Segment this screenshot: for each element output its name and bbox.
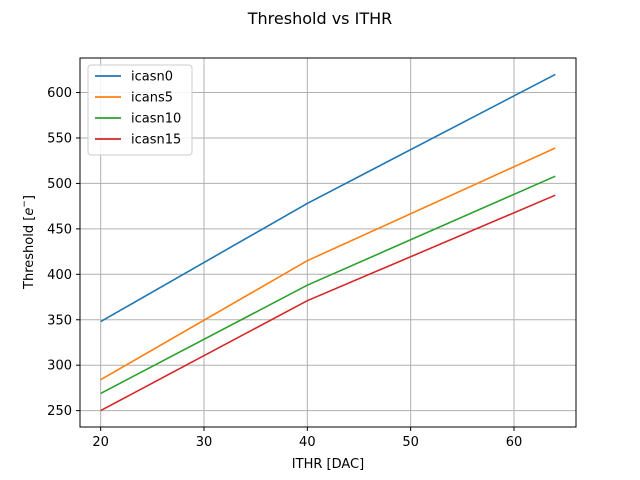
y-tick-label: 500 (47, 177, 72, 192)
legend-label-icasn10: icasn10 (131, 112, 181, 127)
y-axis-label: Threshold [e−] (20, 195, 37, 290)
legend-label-icasn15: icasn15 (131, 133, 181, 148)
series-lines (100, 73, 556, 412)
series-line-icasn15 (100, 194, 556, 412)
x-tick-label: 50 (402, 435, 419, 450)
y-tick-label: 600 (47, 86, 72, 101)
chart-title: Threshold vs ITHR (247, 9, 392, 28)
legend-label-icans5: icans5 (131, 91, 173, 106)
x-axis-label: ITHR [DAC] (292, 457, 364, 472)
series-line-icans5 (100, 147, 556, 381)
series-line-icasn10 (100, 175, 556, 395)
x-tick-label: 40 (299, 435, 316, 450)
legend: icasn0 icans5 icasn10 icasn15 (87, 64, 193, 156)
x-tick-label: 60 (506, 435, 523, 450)
y-axis-label-sup: − (20, 200, 30, 208)
y-axis-label-close: ] (22, 195, 37, 200)
y-tick-label: 350 (47, 313, 72, 328)
y-axis-label-main: Threshold [ (22, 216, 37, 290)
y-axis-label-unit: e (22, 208, 37, 216)
y-tick-label: 400 (47, 268, 72, 283)
axis-ticks: 20 30 40 50 60 250 300 350 400 450 500 550 600 (47, 86, 522, 450)
x-tick-label: 20 (92, 435, 109, 450)
x-tick-label: 30 (196, 435, 213, 450)
plot-area (79, 57, 577, 428)
y-tick-label: 450 (47, 222, 72, 237)
series-line-icasn0 (100, 73, 556, 323)
legend-label-icasn0: icasn0 (131, 70, 173, 85)
y-tick-label: 550 (47, 131, 72, 146)
y-tick-label: 300 (47, 359, 72, 374)
y-tick-label: 250 (47, 404, 72, 419)
legend-box (87, 64, 193, 156)
